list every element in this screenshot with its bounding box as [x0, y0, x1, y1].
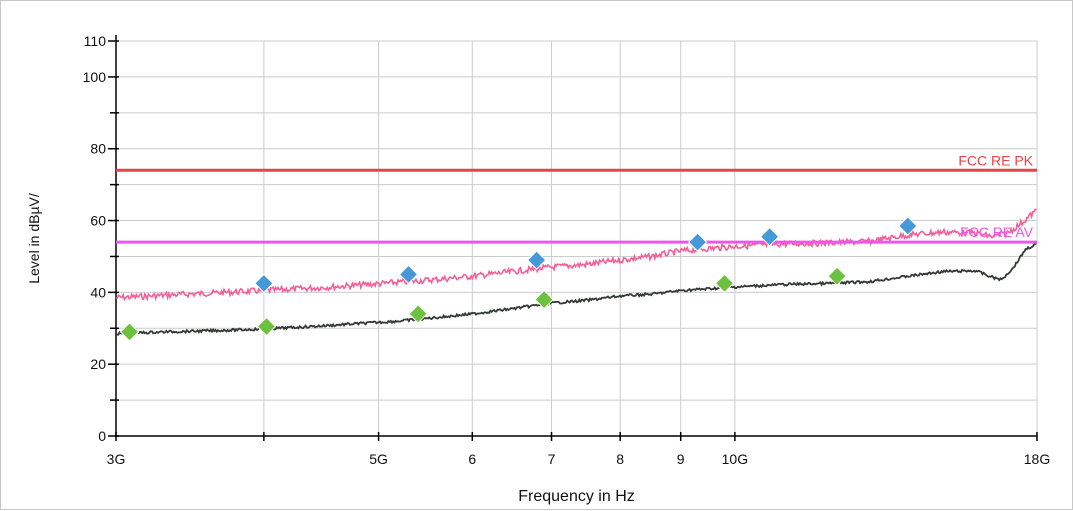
peak-marker-point	[759, 226, 780, 247]
series-peak-trace	[115, 208, 1037, 302]
average-marker-point	[119, 322, 140, 342]
peak-marker-point	[687, 232, 708, 252]
x-tick-label: 9	[677, 451, 685, 467]
y-tick-label: 100	[83, 69, 107, 85]
x-tick-label: 10G	[722, 451, 748, 467]
x-tick-label: 5G	[369, 451, 388, 467]
average-marker-point	[534, 289, 554, 310]
x-tick-label: 3G	[107, 451, 126, 467]
average-marker-point	[408, 304, 428, 324]
limit-label-av: FCC RE AV	[960, 224, 1034, 240]
y-tick-label: 80	[90, 141, 106, 157]
average-marker-point	[714, 273, 735, 294]
y-tick-label: 40	[90, 284, 106, 300]
y-tick-label: 0	[98, 428, 106, 444]
average-marker-point	[256, 316, 277, 337]
average-marker-point	[827, 266, 847, 286]
limit-label-pk: FCC RE PK	[958, 152, 1033, 168]
x-axis-title: Frequency in Hz	[518, 488, 635, 505]
y-tick-label: 110	[84, 33, 107, 49]
x-tick-label: 18G	[1024, 451, 1050, 467]
y-tick-label: 60	[90, 213, 106, 229]
y-axis-title: Level in dBµV/	[26, 193, 42, 284]
y-tick-label: 20	[90, 356, 106, 372]
x-tick-label: 7	[548, 451, 556, 467]
x-tick-label: 6	[468, 451, 476, 467]
peak-marker-point	[898, 216, 918, 236]
peak-marker-point	[526, 250, 547, 270]
x-tick-label: 8	[616, 451, 624, 467]
peak-marker-point	[398, 264, 419, 285]
peak-marker-point	[254, 273, 274, 294]
